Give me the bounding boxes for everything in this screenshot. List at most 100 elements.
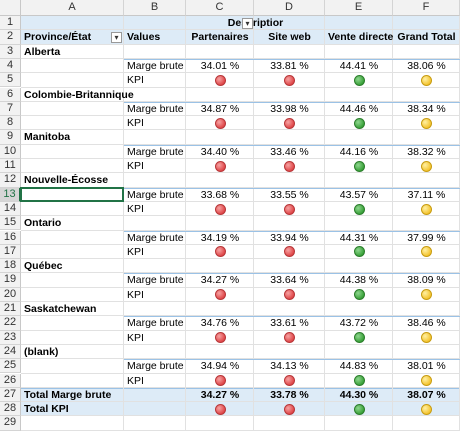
measure-label-margin[interactable]: Marge brute [127,145,184,158]
pivot-column-field-label[interactable]: Descriptior [227,17,284,29]
pivot-column-header[interactable]: Site web [268,31,311,44]
measure-label-margin[interactable]: Marge brute [127,188,184,201]
pivot-group-label[interactable]: Nouvelle-Écosse [24,174,109,187]
margin-value-cell[interactable]: 38.34 % [407,102,446,115]
margin-value-cell[interactable]: 34.27 % [200,274,240,287]
row-header-21[interactable]: 21 [0,302,21,317]
measure-label-kpi[interactable]: KPI [127,374,144,387]
row-filter-dropdown-icon[interactable]: ▾ [111,32,122,44]
row-header-3[interactable]: 3 [0,44,21,59]
margin-value-cell[interactable]: 38.06 % [407,59,446,72]
measure-label-kpi[interactable]: KPI [127,160,144,172]
margin-value-cell[interactable]: 33.55 % [270,188,309,201]
measure-label-margin[interactable]: Marge brute [127,102,184,115]
column-header-f[interactable]: F [393,0,460,16]
row-header-4[interactable]: 4 [0,58,21,74]
margin-value-cell[interactable]: 34.94 % [200,360,240,373]
measure-label-margin[interactable]: Marge brute [127,59,184,72]
margin-value-cell[interactable]: 34.87 % [200,102,240,115]
pivot-group-label[interactable]: Manitoba [24,131,71,144]
column-header-b[interactable]: B [124,0,186,16]
pivot-column-header[interactable]: Grand Total [397,31,456,44]
margin-value-cell[interactable]: 38.46 % [407,317,446,330]
margin-value-cell[interactable]: 38.01 % [407,360,446,373]
row-header-28[interactable]: 28 [0,402,21,417]
measure-label-margin[interactable]: Marge brute [127,317,184,330]
pivot-group-label[interactable]: Saskatchewan [24,303,97,315]
total-margin-value-cell[interactable]: 34.27 % [200,388,240,401]
margin-value-cell[interactable]: 34.40 % [200,145,240,158]
row-header-7[interactable]: 7 [0,101,21,117]
row-header-9[interactable]: 9 [0,130,21,145]
column-header-a[interactable]: A [21,0,124,16]
row-header-22[interactable]: 22 [0,316,21,331]
row-header-27[interactable]: 27 [0,387,21,403]
row-header-25[interactable]: 25 [0,359,21,374]
pivot-group-label[interactable]: Colombie-Britannique [24,88,134,101]
measure-label-kpi[interactable]: KPI [127,117,144,130]
margin-value-cell[interactable]: 37.99 % [407,231,446,244]
margin-value-cell[interactable]: 43.72 % [339,317,379,330]
margin-value-cell[interactable]: 44.38 % [339,274,379,287]
row-header-26[interactable]: 26 [0,373,21,388]
pivot-column-header[interactable]: Vente directe [328,31,394,44]
margin-value-cell[interactable]: 44.31 % [339,231,379,244]
pivot-group-label[interactable]: Québec [24,260,63,273]
row-header-13[interactable]: 13 [0,187,21,202]
column-header-e[interactable]: E [325,0,393,16]
measure-label-margin[interactable]: Marge brute [127,274,184,287]
row-header-16[interactable]: 16 [0,230,21,245]
column-header-c[interactable]: C [186,0,254,16]
pivot-column-header[interactable]: Partenaires [191,31,249,44]
row-header-24[interactable]: 24 [0,344,21,360]
row-header-2[interactable]: 2 [0,30,21,45]
measure-label-kpi[interactable]: KPI [127,202,144,215]
total-margin-value-cell[interactable]: 33.78 % [270,388,309,401]
total-margin-value-cell[interactable]: 44.30 % [339,388,379,401]
row-header-11[interactable]: 11 [0,159,21,174]
row-header-18[interactable]: 18 [0,259,21,274]
row-header-12[interactable]: 12 [0,173,21,188]
row-header-8[interactable]: 8 [0,116,21,131]
row-header-15[interactable]: 15 [0,216,21,231]
margin-value-cell[interactable]: 34.76 % [200,317,240,330]
row-header-5[interactable]: 5 [0,73,21,88]
pivot-values-header[interactable]: Values [127,31,161,44]
margin-value-cell[interactable]: 34.01 % [200,59,240,72]
row-header-1[interactable]: 1 [0,16,21,31]
margin-value-cell[interactable]: 33.81 % [270,59,309,72]
measure-label-kpi[interactable]: KPI [127,331,144,344]
margin-value-cell[interactable]: 44.46 % [339,102,379,115]
margin-value-cell[interactable]: 38.32 % [407,145,446,158]
measure-label-kpi[interactable]: KPI [127,245,144,258]
total-margin-label[interactable]: Total Marge brute [24,388,112,401]
margin-value-cell[interactable]: 43.57 % [339,188,379,201]
row-header-6[interactable]: 6 [0,87,21,102]
margin-value-cell[interactable]: 33.46 % [270,145,309,158]
margin-value-cell[interactable]: 33.94 % [270,231,309,244]
row-header-10[interactable]: 10 [0,144,21,159]
total-margin-value-cell[interactable]: 38.07 % [407,388,446,401]
pivot-group-label[interactable]: Alberta [24,45,61,58]
row-header-29[interactable]: 29 [0,416,21,431]
margin-value-cell[interactable]: 33.61 % [270,317,309,330]
measure-label-margin[interactable]: Marge brute [127,231,184,244]
margin-value-cell[interactable]: 33.68 % [200,188,240,201]
pivot-group-label[interactable]: Ontario [24,217,62,230]
column-header-d[interactable]: D [254,0,325,16]
select-all-corner[interactable] [0,0,21,16]
total-kpi-label[interactable]: Total KPI [24,403,69,416]
pivot-group-label[interactable]: (blank) [24,345,59,358]
margin-value-cell[interactable]: 33.98 % [270,102,309,115]
row-header-17[interactable]: 17 [0,244,21,260]
measure-label-kpi[interactable]: KPI [127,288,144,301]
margin-value-cell[interactable]: 33.64 % [270,274,309,287]
measure-label-margin[interactable]: Marge brute [127,360,184,373]
measure-label-kpi[interactable]: KPI [127,74,144,87]
row-header-23[interactable]: 23 [0,330,21,345]
row-header-19[interactable]: 19 [0,273,21,288]
margin-value-cell[interactable]: 44.83 % [339,360,379,373]
margin-value-cell[interactable]: 34.19 % [200,231,240,244]
pivot-row-label-header[interactable]: Province/État [24,31,92,44]
